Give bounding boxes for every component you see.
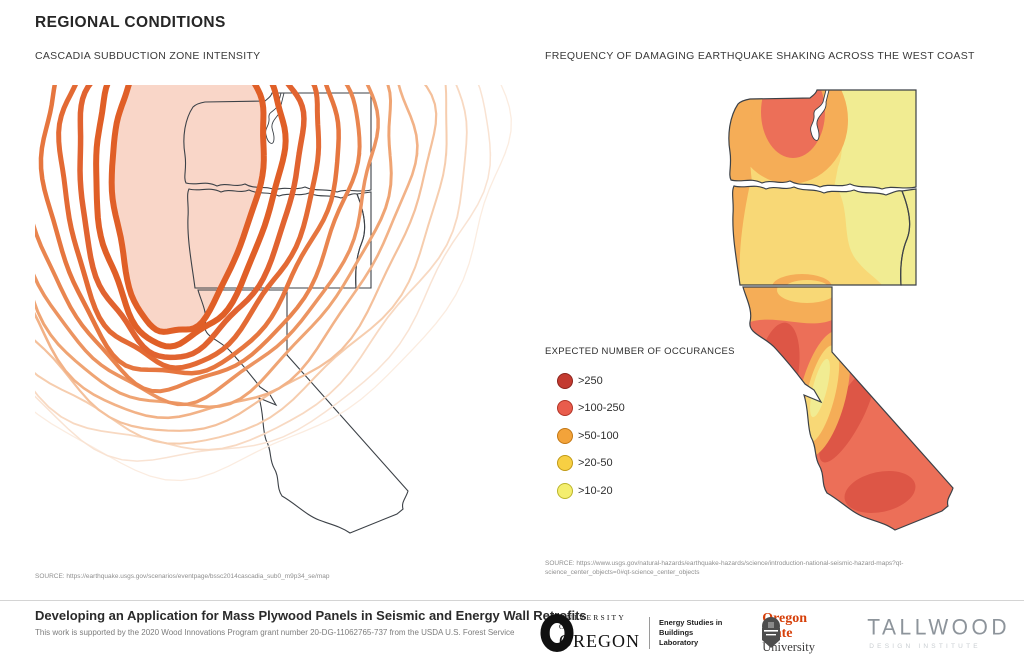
wa-hazard-zones: [728, 90, 916, 188]
legend-label: >50-100: [578, 429, 619, 442]
legend-row: >10-20: [545, 477, 735, 505]
legend-row: >250: [545, 367, 735, 395]
oregon-state-logo: Oregon State University: [757, 611, 837, 654]
legend-label: >20-50: [578, 457, 613, 470]
legend-label: >10-20: [578, 484, 613, 497]
osu-crest-icon: [762, 616, 781, 648]
shaking-frequency-map: [728, 89, 954, 531]
tallwood-logo: TALLWOOD DESIGN INSTITUTE: [867, 614, 1010, 650]
or-hazard-zones: [732, 186, 910, 285]
logo-strip: UNIVERSITY OF OREGON Energy Studies in B…: [540, 610, 1010, 655]
logo-divider: [649, 616, 651, 649]
cascadia-intensity-map: [35, 85, 512, 534]
right-map-source: SOURCE: https://www.usgs.gov/natural-haz…: [545, 560, 904, 576]
legend-swatch-gt250: [557, 372, 573, 389]
left-map-source: SOURCE: https://earthquake.usgs.gov/scen…: [35, 573, 330, 580]
page-title: REGIONAL CONDITIONS: [35, 14, 226, 31]
legend-title: EXPECTED NUMBER OF OCCURANCES: [545, 346, 735, 357]
legend: EXPECTED NUMBER OF OCCURANCES >250 >100-…: [545, 346, 735, 505]
intensity-contours: [35, 85, 512, 482]
legend-row: >20-50: [545, 450, 735, 478]
legend-row: >100-250: [545, 395, 735, 423]
university-of-oregon-o-icon: [540, 613, 574, 652]
legend-row: >50-100: [545, 422, 735, 450]
legend-swatch-100-250: [557, 400, 573, 417]
energy-studies-buildings-laboratory-label: Energy Studies in Buildings Laboratory: [659, 617, 723, 647]
legend-swatch-20-50: [557, 455, 573, 472]
legend-swatch-50-100: [557, 427, 573, 444]
left-map-title: CASCADIA SUBDUCTION ZONE INTENSITY: [35, 50, 261, 62]
legend-label: >100-250: [578, 402, 625, 415]
footer-divider: [0, 600, 1024, 601]
legend-swatch-10-20: [557, 482, 573, 499]
legend-label: >250: [578, 374, 603, 387]
grant-acknowledgement: This work is supported by the 2020 Wood …: [35, 628, 515, 637]
right-map-title: FREQUENCY OF DAMAGING EARTHQUAKE SHAKING…: [545, 50, 975, 62]
project-title: Developing an Application for Mass Plywo…: [35, 608, 587, 623]
